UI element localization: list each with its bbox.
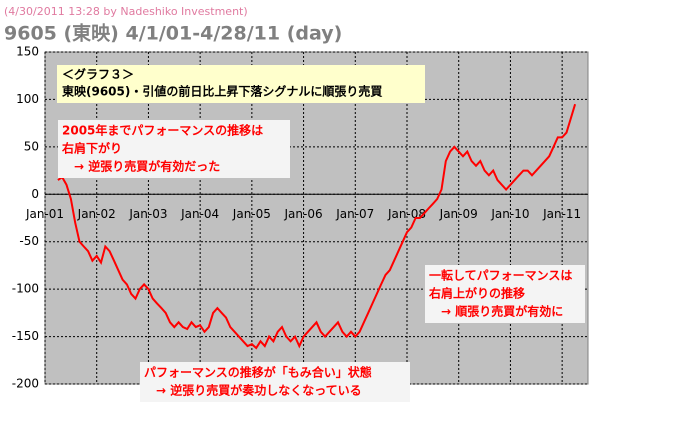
annotation-box bbox=[58, 120, 290, 178]
x-tick-label: Jan-10 bbox=[490, 207, 529, 221]
annotation: → 逆張り売買が奏功しなくなっている bbox=[144, 383, 362, 398]
y-tick-label: 100 bbox=[16, 92, 39, 106]
y-tick-label: -150 bbox=[12, 329, 39, 343]
annotation: パフォーマンスの推移が「もみ合い」状態 bbox=[144, 365, 372, 380]
x-tick-label: Jan-03 bbox=[128, 207, 167, 221]
annotation: 2005年までパフォーマンスの推移は bbox=[62, 123, 263, 138]
x-tick-label: Jan-01 bbox=[25, 207, 64, 221]
y-tick-label: 150 bbox=[16, 45, 39, 59]
annotation: → 逆張り売買が有効だった bbox=[62, 159, 220, 174]
plot-area bbox=[44, 51, 589, 385]
y-tick-label: 0 bbox=[31, 187, 39, 201]
annotation: → 順張り売買が有効に bbox=[429, 304, 563, 319]
subtitle: ＜グラフ３＞ bbox=[62, 67, 134, 82]
y-tick-label: -100 bbox=[12, 282, 39, 296]
x-tick-label: Jan-11 bbox=[542, 207, 581, 221]
x-tick-label: Jan-04 bbox=[180, 207, 219, 221]
x-tick-label: Jan-06 bbox=[284, 207, 323, 221]
annotation: 一転してパフォーマンスは bbox=[429, 268, 572, 283]
y-tick-label: 50 bbox=[24, 139, 39, 153]
annotation: 右肩上がりの推移 bbox=[428, 286, 525, 301]
subtitle-box bbox=[57, 65, 425, 103]
y-tick-label: -50 bbox=[19, 234, 39, 248]
x-tick-label: Jan-07 bbox=[335, 207, 374, 221]
data-line bbox=[57, 103, 577, 350]
x-tick-label: Jan-02 bbox=[77, 207, 116, 221]
annotation-box bbox=[425, 265, 585, 323]
subtitle: 東映(9605)・引値の前日比上昇下落シグナルに順張り売買 bbox=[62, 84, 382, 99]
annotation-box bbox=[140, 362, 410, 402]
y-tick-label: -200 bbox=[12, 377, 39, 391]
header: (4/30/2011 13:28 by Nadeshiko Investment… bbox=[4, 5, 248, 18]
chart-title: 9605 (東映) 4/1/01-4/28/11 (day) bbox=[4, 22, 342, 45]
annotation: 右肩下がり bbox=[61, 141, 122, 156]
x-tick-label: Jan-09 bbox=[439, 207, 478, 221]
x-tick-label: Jan-05 bbox=[232, 207, 271, 221]
